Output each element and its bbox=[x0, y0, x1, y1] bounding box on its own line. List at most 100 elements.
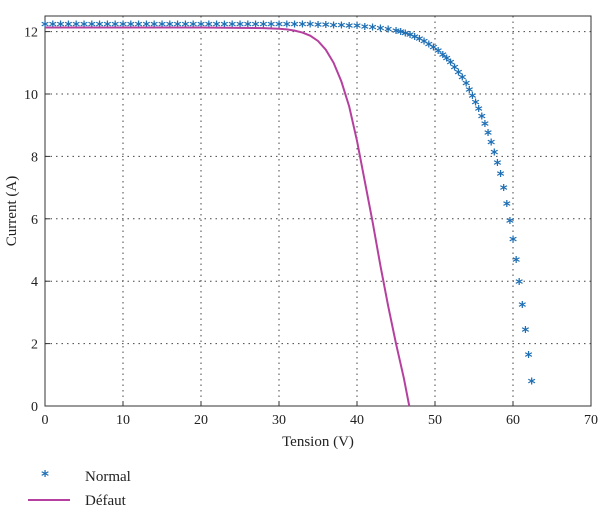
data-point: * bbox=[425, 37, 433, 55]
data-point: * bbox=[487, 135, 495, 153]
data-point: * bbox=[267, 17, 275, 35]
x-tick-label: 10 bbox=[116, 413, 130, 428]
data-point: * bbox=[103, 17, 111, 35]
x-tick-label: 20 bbox=[194, 413, 208, 428]
y-tick-label: 6 bbox=[31, 213, 38, 228]
data-point: * bbox=[475, 102, 483, 120]
data-point: * bbox=[345, 19, 353, 37]
plot-frame bbox=[44, 15, 592, 407]
data-point: * bbox=[490, 145, 498, 163]
data-point: * bbox=[397, 25, 405, 43]
x-tick-label: 50 bbox=[428, 413, 442, 428]
data-point: * bbox=[259, 17, 267, 35]
y-tick-label: 8 bbox=[31, 150, 38, 165]
data-point: * bbox=[420, 35, 428, 53]
data-point: * bbox=[500, 181, 508, 199]
data-point: * bbox=[506, 214, 514, 232]
data-point: * bbox=[150, 17, 158, 35]
data-point: * bbox=[205, 17, 213, 35]
data-point: * bbox=[41, 17, 49, 35]
x-tick-label: 40 bbox=[350, 413, 364, 428]
data-point: * bbox=[361, 20, 369, 38]
x-tick-label: 70 bbox=[584, 413, 598, 428]
data-point: * bbox=[447, 56, 455, 74]
data-point: * bbox=[213, 17, 221, 35]
data-point: * bbox=[189, 17, 197, 35]
data-point: * bbox=[314, 18, 322, 36]
data-point: * bbox=[439, 48, 447, 66]
data-point: * bbox=[306, 18, 314, 36]
data-point: * bbox=[64, 17, 72, 35]
y-tick-label: 2 bbox=[31, 338, 38, 353]
data-point: * bbox=[469, 89, 477, 107]
data-point: * bbox=[119, 17, 127, 35]
data-point: * bbox=[291, 18, 299, 36]
data-point: * bbox=[462, 77, 470, 95]
data-point: * bbox=[220, 17, 228, 35]
data-point: * bbox=[458, 71, 466, 89]
data-point: * bbox=[166, 17, 174, 35]
data-point: * bbox=[353, 19, 361, 37]
y-axis-label: Current (A) bbox=[4, 176, 20, 246]
data-point: * bbox=[49, 17, 57, 35]
data-point: * bbox=[330, 18, 338, 36]
data-point: * bbox=[528, 375, 536, 393]
grid bbox=[45, 16, 591, 406]
data-point: * bbox=[392, 24, 400, 42]
x-tick-label: 30 bbox=[272, 413, 286, 428]
data-point: * bbox=[322, 18, 330, 36]
data-point: * bbox=[443, 52, 451, 70]
data-point: * bbox=[197, 17, 205, 35]
legend-defaut-label: Défaut bbox=[85, 493, 127, 509]
series-line-1 bbox=[45, 26, 411, 407]
data-point: * bbox=[337, 19, 345, 37]
data-point: * bbox=[415, 32, 423, 50]
data-point: * bbox=[497, 167, 505, 185]
data-point: * bbox=[228, 17, 236, 35]
data-point: * bbox=[503, 197, 511, 215]
data-point: * bbox=[481, 117, 489, 135]
data-point: * bbox=[96, 17, 104, 35]
y-tick-label: 4 bbox=[31, 275, 38, 290]
data-point: * bbox=[236, 17, 244, 35]
data-point: * bbox=[518, 298, 526, 316]
data-point: * bbox=[401, 26, 409, 44]
tick-labels: 0 10 20 30 40 50 60 70 0 2 4 6 8 10 12 bbox=[24, 26, 598, 428]
legend-normal-label: Normal bbox=[85, 469, 131, 485]
legend: * Normal Défaut bbox=[28, 467, 131, 509]
data-point: * bbox=[252, 17, 260, 35]
data-point: * bbox=[465, 83, 473, 101]
data-point: * bbox=[283, 17, 291, 35]
data-point: * bbox=[80, 17, 88, 35]
data-point: * bbox=[127, 17, 135, 35]
data-point: * bbox=[298, 18, 306, 36]
data-point: * bbox=[384, 23, 392, 41]
data-point: * bbox=[275, 17, 283, 35]
data-point: * bbox=[472, 95, 480, 113]
data-point: * bbox=[111, 17, 119, 35]
y-tick-label: 0 bbox=[31, 400, 38, 415]
data-point: * bbox=[142, 17, 150, 35]
data-point: * bbox=[484, 126, 492, 144]
data-point: * bbox=[434, 44, 442, 62]
data-point: * bbox=[72, 17, 80, 35]
data-point: * bbox=[411, 30, 419, 48]
data-point: * bbox=[174, 17, 182, 35]
data-point: * bbox=[515, 275, 523, 293]
x-axis-label: Tension (V) bbox=[282, 434, 354, 450]
data-point: * bbox=[430, 40, 438, 58]
data-point: * bbox=[406, 28, 414, 46]
data-point: * bbox=[522, 323, 530, 341]
data-point: * bbox=[454, 65, 462, 83]
x-tick-label: 0 bbox=[42, 413, 49, 428]
series-layer: * * * * * * * * * * * * * * * * * * * * * * * * * * * * * * * * * * * * * * * *… bbox=[41, 17, 536, 407]
data-point: * bbox=[135, 17, 143, 35]
data-point: * bbox=[181, 17, 189, 35]
x-tick-label: 60 bbox=[506, 413, 520, 428]
data-point: * bbox=[158, 17, 166, 35]
data-point: * bbox=[509, 233, 517, 251]
data-point: * bbox=[369, 20, 377, 38]
data-point: * bbox=[451, 60, 459, 78]
data-point: * bbox=[244, 17, 252, 35]
